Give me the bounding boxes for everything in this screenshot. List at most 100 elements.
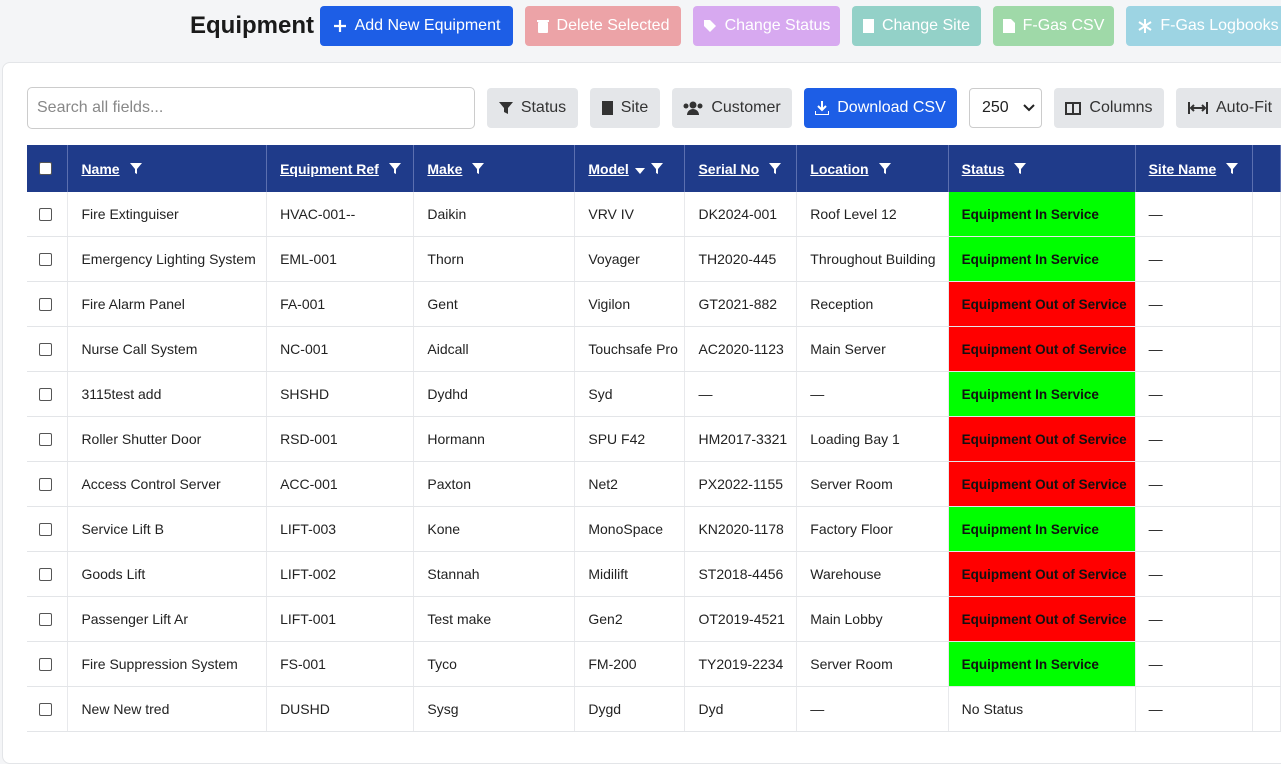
table-cell: Paxton — [413, 461, 576, 507]
checkbox[interactable] — [39, 522, 52, 536]
table-cell: Vigilon — [574, 281, 686, 327]
table-cell: New New tred — [67, 686, 268, 732]
table-cell: KN2020-1178 — [684, 506, 798, 552]
table-cell — [1252, 686, 1281, 732]
filter-icon[interactable] — [129, 162, 142, 174]
filter-site[interactable]: Site — [590, 88, 660, 128]
table-cell: Emergency Lighting System — [67, 236, 268, 282]
chevron — [1022, 104, 1035, 112]
column-title[interactable]: Location — [810, 160, 869, 177]
table-cell: ACC-001 — [266, 461, 415, 507]
site-button[interactable]: Change Site — [852, 6, 981, 46]
table-row: Nurse Call System NC-001 Aidcall Touchsafe … — [27, 326, 1281, 372]
table-cell: Nurse Call System — [67, 326, 268, 372]
checkbox[interactable] — [39, 252, 52, 266]
table-cell: SPU F42 — [574, 416, 686, 462]
table-cell — [1252, 326, 1281, 372]
status-cell: Equipment In Service — [948, 371, 1136, 417]
status-button[interactable]: Change Status — [693, 6, 840, 46]
table-cell: AC2020-1123 — [684, 326, 798, 372]
column-title[interactable]: Site Name — [1148, 160, 1217, 177]
filter-icon[interactable] — [650, 162, 663, 174]
checkbox[interactable] — [39, 162, 52, 175]
column-title[interactable]: Model — [588, 160, 629, 177]
column-header: Equipment Ref — [266, 145, 415, 192]
table-cell: Test make — [413, 596, 576, 642]
checkbox[interactable] — [39, 432, 52, 446]
autofit-button[interactable]: Auto-Fit — [1176, 88, 1281, 128]
table-row: Service Lift B LIFT-003 Kone MonoSpace KN202… — [27, 506, 1281, 552]
filter-customer[interactable]: Customer — [672, 88, 792, 128]
checkbox[interactable] — [39, 657, 52, 671]
download-button[interactable]: Download CSV — [804, 88, 957, 128]
download-icon — [815, 101, 830, 115]
table-cell: TH2020-445 — [684, 236, 798, 282]
table-cell: RSD-001 — [266, 416, 415, 462]
checkbox[interactable] — [39, 297, 52, 311]
column-title[interactable]: Name — [81, 160, 120, 177]
column-header: Serial No — [684, 145, 798, 192]
table-row: Emergency Lighting System EML-001 Thorn Voy… — [27, 236, 1281, 282]
table-cell: Sysg — [413, 686, 576, 732]
table-cell: Roller Shutter Door — [67, 416, 268, 462]
table-cell — [1252, 281, 1281, 327]
checkbox[interactable] — [39, 477, 52, 491]
table-row: Goods Lift LIFT-002 Stannah Midilift ST2018-… — [27, 551, 1281, 597]
filter-icon[interactable] — [1014, 162, 1027, 174]
checkbox[interactable] — [39, 342, 52, 356]
filter-status[interactable]: Status — [487, 88, 578, 128]
select-cell — [27, 461, 69, 507]
page-size-select[interactable]: 250 — [969, 88, 1042, 128]
column-header: Location — [796, 145, 949, 192]
filter-icon[interactable] — [878, 162, 891, 174]
checkbox[interactable] — [39, 567, 52, 581]
column-header: Make — [413, 145, 576, 192]
search-input[interactable]: Search all fields... — [27, 87, 475, 129]
add-button[interactable]: Add New Equipment — [320, 6, 513, 46]
select-cell — [27, 416, 69, 462]
label: Customer — [711, 99, 781, 116]
table-cell: Warehouse — [796, 551, 949, 597]
table-cell: HVAC-001-- — [266, 192, 415, 237]
table-cell: Roof Level 12 — [796, 192, 949, 237]
column-header — [1252, 145, 1281, 192]
status-cell: Equipment Out of Service — [948, 551, 1136, 597]
table-cell: NC-001 — [266, 326, 415, 372]
columns-button[interactable]: Columns — [1054, 88, 1164, 128]
filter-icon[interactable] — [1226, 162, 1239, 174]
plus-icon — [333, 20, 346, 32]
page: Equipment Add New Equipment Delete Selec… — [2, 6, 1281, 764]
filter-icon[interactable] — [769, 162, 782, 174]
status-cell: Equipment In Service — [948, 236, 1136, 282]
filter-icon[interactable] — [472, 162, 485, 174]
table-cell: FM-200 — [574, 641, 686, 687]
column-header: Status — [948, 145, 1136, 192]
filter-icon[interactable] — [388, 162, 401, 174]
label: Add New Equipment — [354, 17, 501, 34]
delete-button[interactable]: Delete Selected — [525, 6, 681, 46]
table-cell: — — [1135, 281, 1253, 327]
table-cell: Loading Bay 1 — [796, 416, 949, 462]
table-cell: VRV IV — [574, 192, 686, 237]
table-cell: DUSHD — [266, 686, 415, 732]
fgas-csv-button[interactable]: F-Gas CSV — [993, 6, 1114, 46]
checkbox[interactable] — [39, 612, 52, 626]
column-title[interactable]: Equipment Ref — [280, 160, 379, 177]
checkbox[interactable] — [39, 387, 52, 401]
table-cell: EML-001 — [266, 236, 415, 282]
table-cell: Gent — [413, 281, 576, 327]
fgas-logbooks-button[interactable]: F-Gas Logbooks — [1126, 6, 1281, 46]
column-title[interactable]: Status — [961, 160, 1005, 177]
table-cell — [1252, 192, 1281, 237]
checkbox[interactable] — [39, 702, 52, 716]
checkbox[interactable] — [39, 207, 52, 221]
table-cell: LIFT-002 — [266, 551, 415, 597]
column-title[interactable]: Serial No — [698, 160, 760, 177]
table-cell: OT2019-4521 — [684, 596, 798, 642]
placeholder: Search all fields... — [37, 99, 164, 116]
status-cell: Equipment In Service — [948, 192, 1136, 237]
column-title[interactable]: Make — [427, 160, 463, 177]
filter-icon[interactable] — [634, 167, 645, 174]
table-cell: FS-001 — [266, 641, 415, 687]
table-cell: — — [1135, 551, 1253, 597]
